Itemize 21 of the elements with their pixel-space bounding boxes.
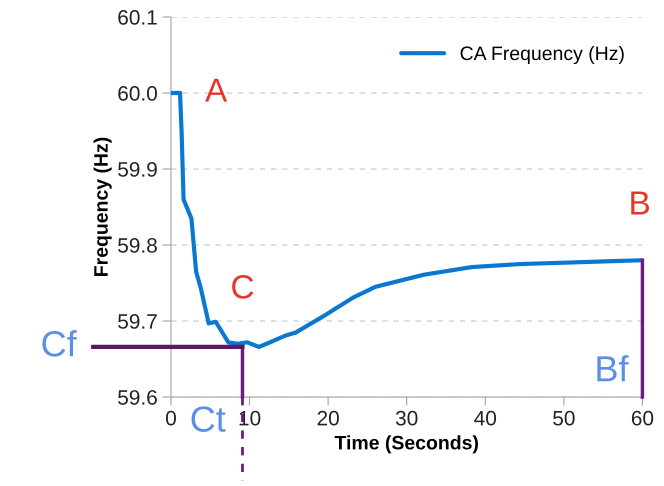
x-axis-title: Time (Seconds) <box>334 435 478 454</box>
x-tick-label: 30 <box>396 410 418 426</box>
annotation: A <box>205 78 228 102</box>
annotation: C <box>232 275 254 299</box>
y-axis-title: Frequency (Hz) <box>94 138 112 276</box>
y-tick-label: 59.7 <box>118 314 157 329</box>
x-tick-label: 50 <box>553 410 575 426</box>
ref-line-label: Cf <box>42 330 77 357</box>
annotation: B <box>631 192 649 214</box>
y-tick-label: 59.8 <box>118 238 157 253</box>
x-tick-label: 40 <box>474 410 496 426</box>
legend-label: CA Frequency (Hz) <box>460 46 624 64</box>
x-tick-label: 60 <box>632 410 654 426</box>
y-tick-label: 60.1 <box>118 10 157 25</box>
x-tick-label: 20 <box>318 410 339 426</box>
y-tick-label: 59.6 <box>118 390 157 405</box>
x-tick-label: 0 <box>166 410 176 426</box>
y-tick-label: 59.9 <box>118 162 157 177</box>
ref-line-label: Ct <box>192 406 226 432</box>
ref-line-label: Bf <box>597 355 629 382</box>
y-tick-label: 60.0 <box>118 86 157 101</box>
